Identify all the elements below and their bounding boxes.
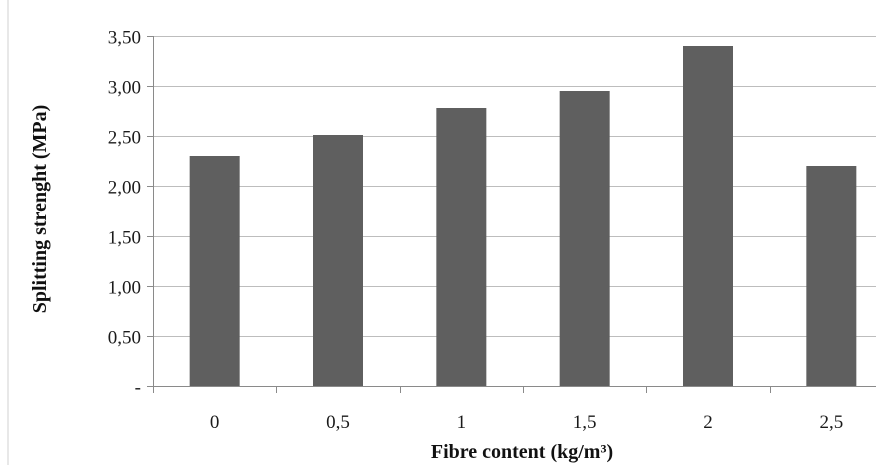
y-axis-title: Splitting strenght (MPa) [29, 105, 51, 314]
y-tick-label: 1,50 [108, 228, 141, 249]
bar [189, 156, 240, 386]
bar [559, 91, 610, 386]
x-tick-label: 1 [457, 412, 467, 433]
x-tick-label: 2 [703, 412, 713, 433]
x-tick-label: 2,5 [819, 412, 843, 433]
y-tick-labels: - 0,50 1,00 1,50 2,00 2,50 3,00 3,50 [108, 28, 141, 399]
y-tick-label: - [135, 378, 141, 399]
x-tick-label: 1,5 [573, 412, 597, 433]
axes [147, 36, 876, 393]
x-tick-label: 0,5 [326, 412, 350, 433]
bar [683, 46, 733, 386]
bar [436, 108, 487, 386]
bars [189, 46, 857, 386]
x-tick-labels: 0 0,5 1 1,5 2 2,5 [210, 412, 843, 433]
x-tick-label: 0 [210, 412, 220, 433]
y-tick-label: 1,00 [108, 278, 141, 299]
bar [806, 166, 857, 386]
y-tick-label: 3,50 [108, 28, 141, 49]
gridlines [153, 36, 876, 337]
y-tick-label: 3,00 [108, 78, 141, 99]
x-axis-title: Fibre content (kg/m³) [431, 441, 613, 463]
y-tick-label: 0,50 [108, 328, 141, 349]
y-tick-label: 2,00 [108, 178, 141, 199]
y-tick-label: 2,50 [108, 128, 141, 149]
bar [313, 135, 363, 386]
